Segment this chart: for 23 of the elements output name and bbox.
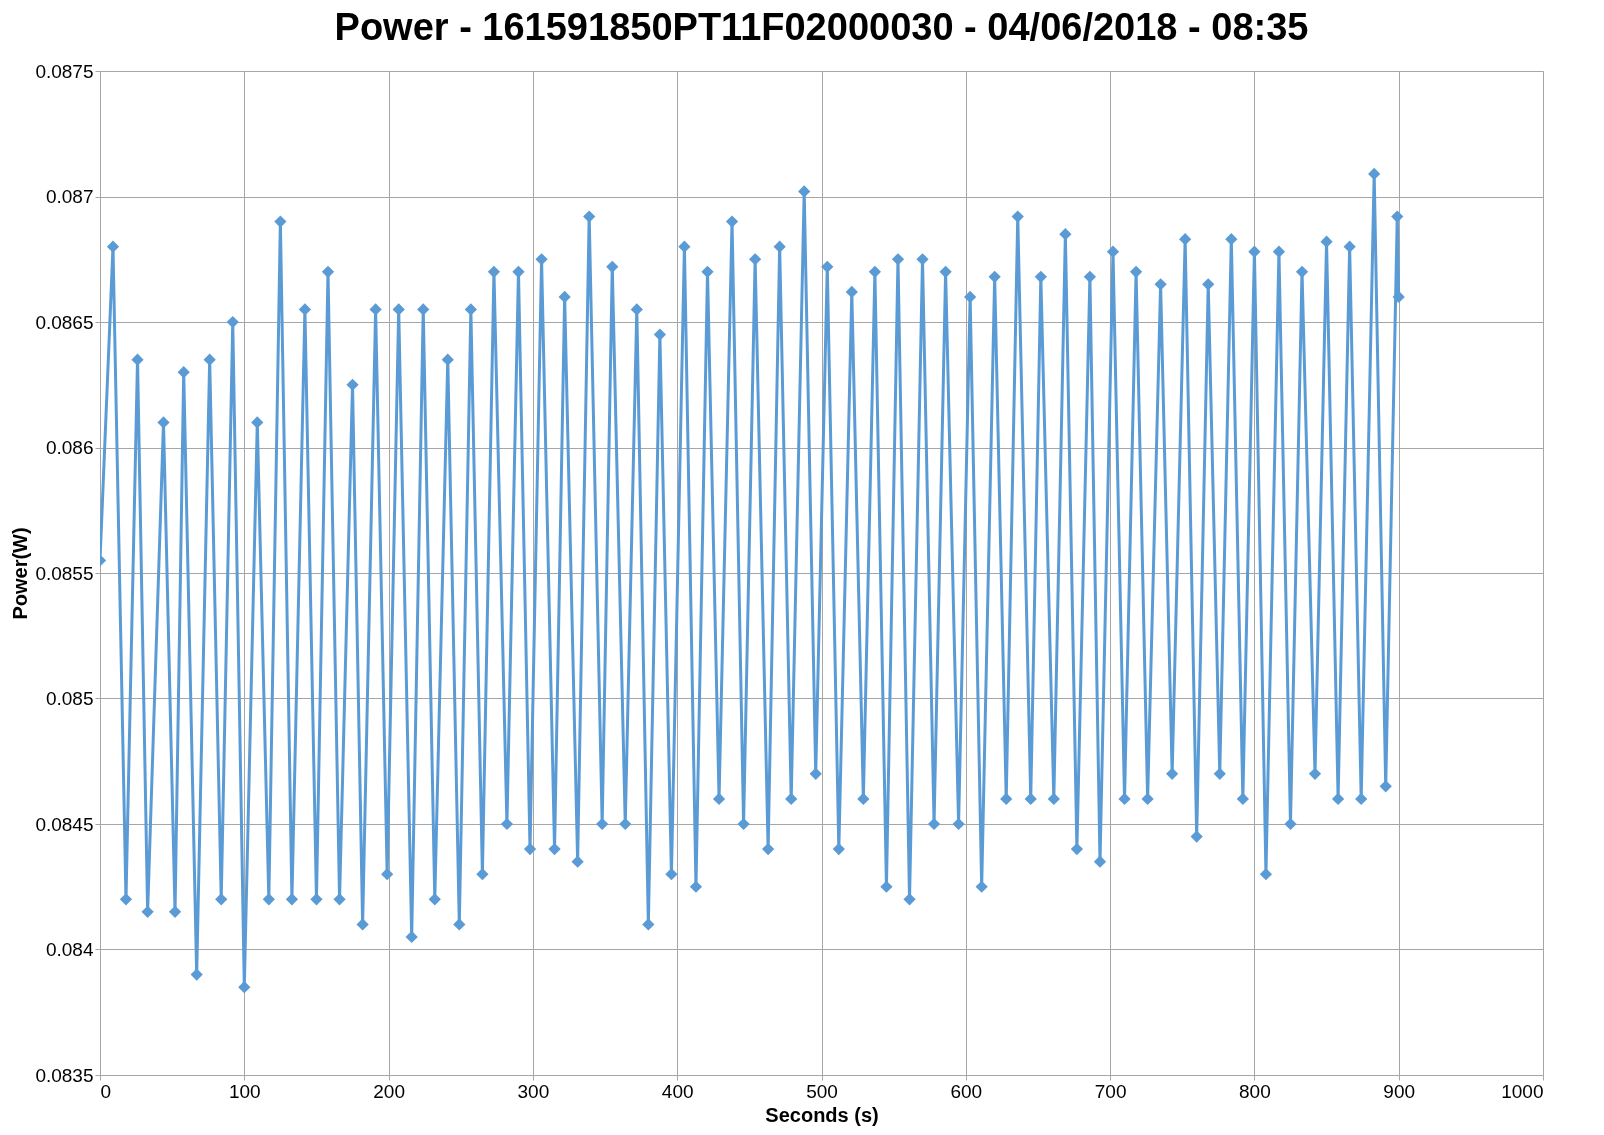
x-tick-label: 900 (1383, 1080, 1416, 1102)
y-tick-label: 0.0835 (35, 1064, 94, 1086)
y-tick-label: 0.0865 (35, 311, 94, 333)
x-tick-label: 700 (1094, 1080, 1127, 1102)
y-axis-title: Power(W) (9, 527, 32, 620)
y-tick-label: 0.0875 (35, 60, 94, 82)
x-tick-label: 100 (228, 1080, 261, 1102)
y-tick-label: 0.086 (45, 437, 94, 458)
y-tick-label: 0.084 (45, 939, 94, 960)
y-tick-label: 0.0855 (35, 562, 94, 584)
y-tick-label: 0.0845 (35, 813, 94, 835)
x-tick-label: 400 (661, 1080, 694, 1102)
y-tick-label: 0.085 (45, 688, 94, 709)
x-tick-label: 600 (950, 1080, 983, 1102)
chart-title: Power - 161591850PT11F02000030 - 04/06/2018 - 08:35 (334, 6, 1309, 48)
x-tick-label: 800 (1239, 1080, 1271, 1102)
y-tick-label: 0.087 (45, 186, 94, 207)
x-tick-label: 300 (517, 1080, 550, 1102)
x-tick-label: 1000 (1501, 1080, 1544, 1102)
x-tick-label: 0 (100, 1080, 112, 1102)
x-tick-label: 200 (373, 1080, 405, 1102)
x-tick-label: 500 (806, 1080, 838, 1102)
x-axis-title: Seconds (s) (765, 1103, 879, 1126)
